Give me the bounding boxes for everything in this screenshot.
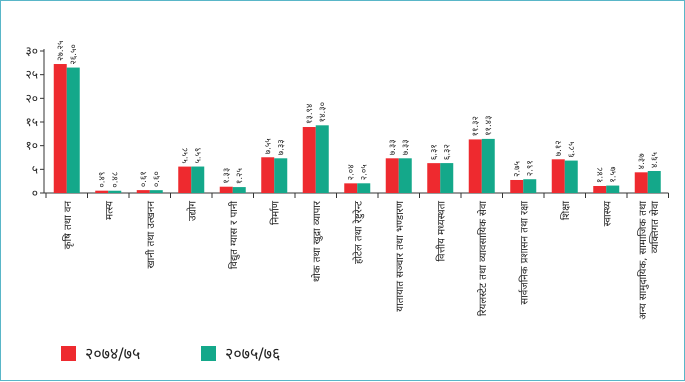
legend-label: २०७५/७६ <box>225 344 280 363</box>
bar <box>232 187 246 193</box>
category-label: निर्माण <box>269 200 281 225</box>
data-label: २.९१ <box>526 160 536 176</box>
bar <box>606 185 620 193</box>
bar <box>136 190 150 193</box>
category-label: वित्तीय मध्यस्थता <box>435 201 447 262</box>
y-tick-label: ५ <box>32 162 38 176</box>
category-label: अन्य सामुदायिक, सामाजिक तथा <box>637 201 649 320</box>
data-label: १.५७ <box>609 166 619 183</box>
data-label: ७.३३ <box>388 139 398 155</box>
data-label: २६.५० <box>69 44 79 64</box>
data-label: ७.५५ <box>264 138 274 154</box>
data-label: ७.३३ <box>277 139 287 155</box>
category-label: विद्युत ग्यास र पानी <box>228 201 240 270</box>
data-label: ०.६० <box>152 171 162 187</box>
data-label: ५.५९ <box>194 148 204 164</box>
data-label: ५.५८ <box>181 148 191 164</box>
category-label: शिक्षा <box>560 201 572 221</box>
bar <box>344 183 358 193</box>
data-label: ११.४३ <box>484 116 494 136</box>
data-label: ०.६१ <box>139 171 149 187</box>
category-label: व्यक्तिगत सेवा <box>649 201 661 254</box>
data-label: २.०५ <box>360 164 370 180</box>
data-label: ७.१२ <box>554 140 564 156</box>
data-label: १.२५ <box>235 168 245 184</box>
data-label: ०.४८ <box>111 172 121 188</box>
category-label: रियलस्टेट तथा व्यावसायिक सेवा <box>477 201 489 317</box>
data-label: ६.३१ <box>430 144 440 160</box>
data-label: ७.३३ <box>401 139 411 155</box>
category-label: खानी तथा उत्खनन <box>145 201 157 269</box>
bar <box>66 67 80 193</box>
category-label: होटेल तथा रेष्टुरेन्ट <box>352 200 364 264</box>
data-label: ०.४९ <box>98 172 108 188</box>
data-label: १.३३ <box>222 168 232 184</box>
data-label: २.७५ <box>513 161 523 177</box>
bar <box>481 138 495 193</box>
y-tick-label: १५ <box>26 115 38 129</box>
bar <box>53 64 67 193</box>
y-tick-label: १० <box>26 139 38 153</box>
data-label: १.४८ <box>596 167 606 183</box>
bar <box>385 158 399 193</box>
bar <box>274 158 288 193</box>
data-label: ६.३२ <box>443 144 453 160</box>
bar <box>149 190 163 193</box>
y-tick-label: २५ <box>26 68 38 82</box>
data-label: ६.८५ <box>567 142 577 158</box>
y-tick-label: ० <box>32 186 38 200</box>
data-label: १३.९४ <box>305 104 315 124</box>
bar <box>468 139 482 193</box>
bar <box>357 183 371 193</box>
bar <box>108 190 122 193</box>
bar <box>647 170 661 193</box>
bar <box>178 166 192 193</box>
data-label: २.०४ <box>347 164 357 180</box>
legend-swatch <box>201 346 216 361</box>
category-label: यातायात सञ्चार तथा भण्डारण <box>395 200 406 311</box>
y-tick-label: २० <box>26 91 38 105</box>
bar <box>564 160 578 193</box>
legend-label: २०७४/७५ <box>85 344 140 363</box>
bar <box>551 159 565 193</box>
y-tick-label: ३० <box>26 44 38 58</box>
bar <box>191 166 205 193</box>
category-label: स्वास्थ्य <box>602 201 613 227</box>
bar <box>219 186 233 193</box>
data-label: ४.६५ <box>650 152 660 168</box>
bar <box>398 158 412 193</box>
bar <box>95 190 109 193</box>
bar <box>440 163 454 193</box>
category-label: उद्योग <box>186 201 198 221</box>
data-label: ४.३७ <box>637 153 647 170</box>
legend-swatch <box>61 346 76 361</box>
data-label: २७.२५ <box>56 41 66 61</box>
bar <box>427 163 441 193</box>
bar <box>593 185 607 193</box>
bar <box>315 125 329 193</box>
bar <box>634 172 648 193</box>
data-label: १४.३० <box>318 102 328 122</box>
category-label: मत्स्य <box>104 201 115 220</box>
bar <box>261 157 275 193</box>
bar <box>523 179 537 193</box>
bar <box>302 127 316 193</box>
bar <box>510 179 524 193</box>
data-label: ११.३२ <box>471 116 481 136</box>
category-label: थोक तथा खुद्रा व्यापार <box>311 200 323 282</box>
category-label: सार्वजनिक प्रशासन तथा रक्षा <box>518 201 530 305</box>
category-label: कृषि तथा वन <box>62 201 74 250</box>
